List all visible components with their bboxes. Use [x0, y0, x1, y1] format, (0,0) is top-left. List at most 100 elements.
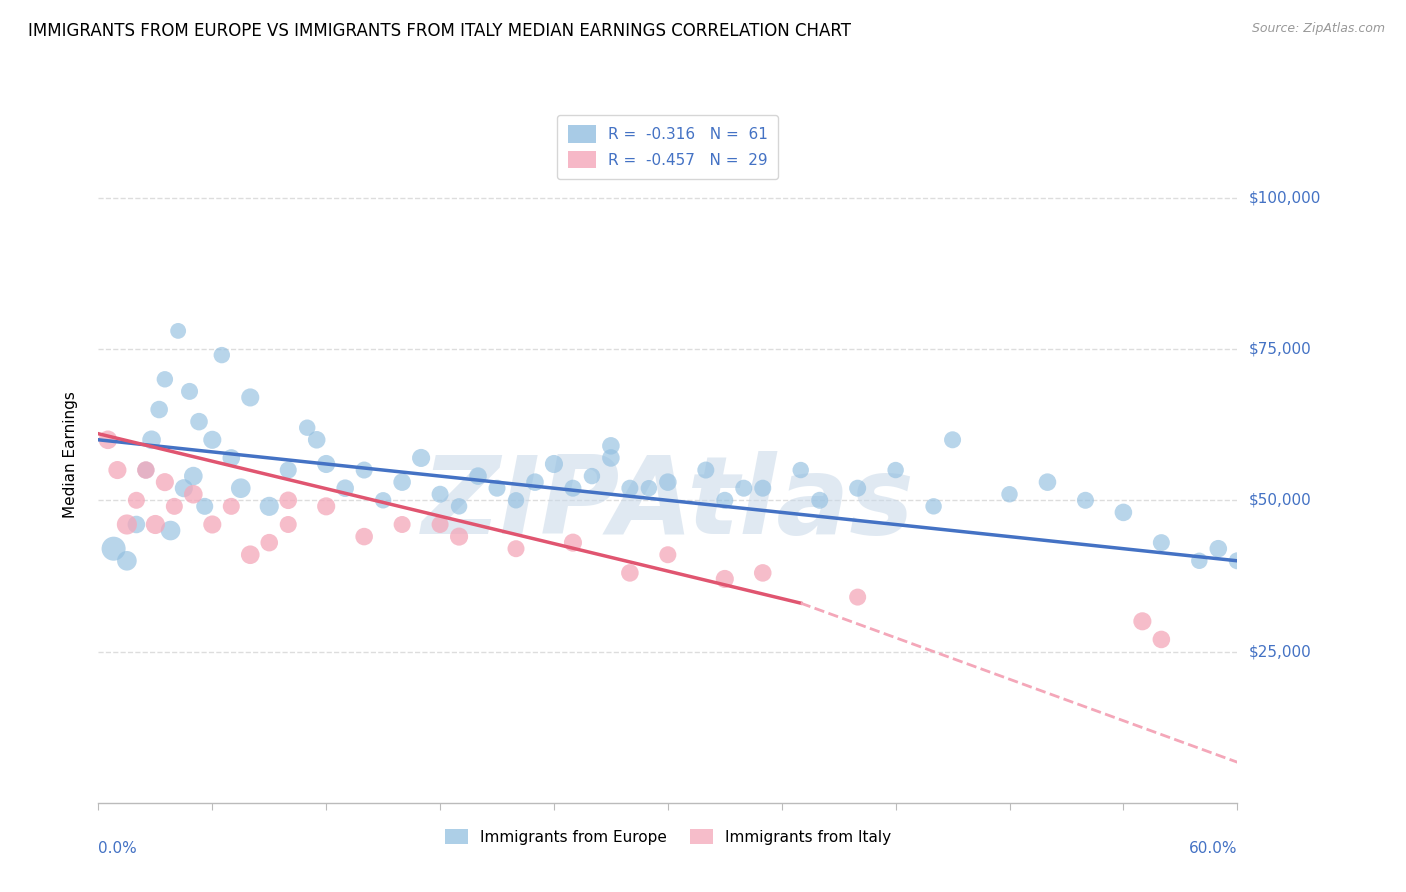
Text: Source: ZipAtlas.com: Source: ZipAtlas.com: [1251, 22, 1385, 36]
Point: [1208, 541, 1230, 556]
Point: [371, 493, 394, 508]
Point: [179, 384, 201, 399]
Point: [1150, 535, 1173, 549]
Text: 0.0%: 0.0%: [98, 841, 138, 856]
Point: [884, 463, 907, 477]
Point: [846, 481, 869, 495]
Point: [998, 487, 1021, 501]
Point: [297, 420, 319, 434]
Text: IMMIGRANTS FROM EUROPE VS IMMIGRANTS FROM ITALY MEDIAN EARNINGS CORRELATION CHAR: IMMIGRANTS FROM EUROPE VS IMMIGRANTS FRO…: [28, 22, 851, 40]
Point: [153, 475, 176, 490]
Point: [790, 463, 813, 477]
Point: [353, 530, 375, 544]
Point: [429, 487, 451, 501]
Point: [259, 535, 281, 549]
Point: [163, 500, 186, 514]
Point: [103, 541, 125, 556]
Point: [277, 517, 299, 532]
Point: [141, 433, 163, 447]
Point: [167, 324, 190, 338]
Text: $100,000: $100,000: [1249, 190, 1320, 205]
Point: [183, 487, 205, 501]
Point: [125, 517, 148, 532]
Point: [922, 500, 945, 514]
Point: [148, 402, 170, 417]
Point: [391, 475, 413, 490]
Text: $50,000: $50,000: [1249, 492, 1312, 508]
Point: [449, 530, 471, 544]
Point: [752, 481, 775, 495]
Point: [1150, 632, 1173, 647]
Point: [153, 372, 176, 386]
Point: [221, 500, 243, 514]
Point: [752, 566, 775, 580]
Point: [619, 481, 641, 495]
Point: [1188, 554, 1211, 568]
Point: [808, 493, 831, 508]
Point: [229, 481, 252, 495]
Point: [145, 517, 167, 532]
Point: [115, 554, 138, 568]
Text: 60.0%: 60.0%: [1189, 841, 1237, 856]
Point: [183, 469, 205, 483]
Y-axis label: Median Earnings: Median Earnings: [63, 392, 77, 518]
Point: [449, 500, 471, 514]
Point: [846, 590, 869, 604]
Point: [211, 348, 233, 362]
Point: [505, 541, 527, 556]
Text: $75,000: $75,000: [1249, 342, 1312, 357]
Point: [315, 457, 337, 471]
Point: [505, 493, 527, 508]
Point: [714, 493, 737, 508]
Text: $25,000: $25,000: [1249, 644, 1312, 659]
Point: [97, 433, 120, 447]
Point: [562, 481, 585, 495]
Point: [201, 433, 224, 447]
Point: [259, 500, 281, 514]
Point: [239, 548, 262, 562]
Point: [467, 469, 489, 483]
Point: [115, 517, 138, 532]
Point: [135, 463, 157, 477]
Point: [600, 439, 623, 453]
Point: [315, 500, 337, 514]
Point: [429, 517, 451, 532]
Point: [159, 524, 181, 538]
Point: [562, 535, 585, 549]
Point: [201, 517, 224, 532]
Point: [638, 481, 661, 495]
Point: [1112, 505, 1135, 519]
Point: [194, 500, 217, 514]
Point: [188, 415, 211, 429]
Point: [733, 481, 755, 495]
Point: [125, 493, 148, 508]
Legend: Immigrants from Europe, Immigrants from Italy: Immigrants from Europe, Immigrants from …: [439, 822, 897, 851]
Point: [1226, 554, 1249, 568]
Point: [619, 566, 641, 580]
Point: [411, 450, 433, 465]
Point: [942, 433, 965, 447]
Point: [657, 548, 679, 562]
Point: [173, 481, 195, 495]
Point: [1074, 493, 1097, 508]
Point: [543, 457, 565, 471]
Text: ZIPAtlas: ZIPAtlas: [422, 450, 914, 557]
Point: [581, 469, 603, 483]
Point: [657, 475, 679, 490]
Point: [486, 481, 509, 495]
Point: [239, 391, 262, 405]
Point: [524, 475, 547, 490]
Point: [714, 572, 737, 586]
Point: [335, 481, 357, 495]
Point: [277, 463, 299, 477]
Point: [135, 463, 157, 477]
Point: [277, 493, 299, 508]
Point: [305, 433, 328, 447]
Point: [107, 463, 129, 477]
Point: [1036, 475, 1059, 490]
Point: [1132, 615, 1154, 629]
Point: [391, 517, 413, 532]
Point: [221, 450, 243, 465]
Point: [353, 463, 375, 477]
Point: [600, 450, 623, 465]
